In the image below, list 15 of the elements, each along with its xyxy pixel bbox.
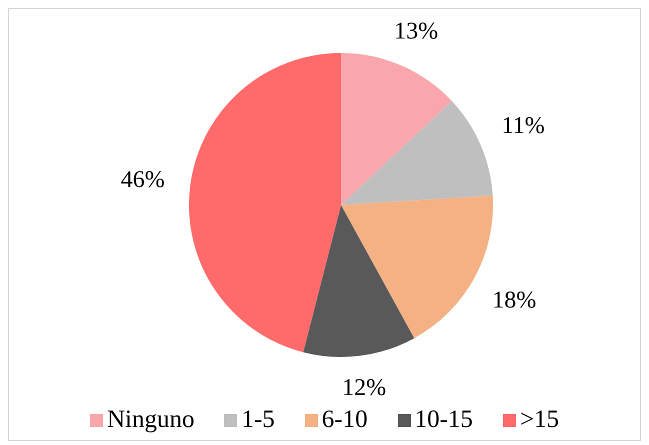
legend-label: 10-15	[414, 406, 473, 434]
pie-slice	[341, 195, 493, 338]
data-label: 13%	[394, 18, 438, 44]
legend-label: 6-10	[322, 406, 368, 434]
pie-slice	[341, 100, 493, 205]
legend-label: Ninguno	[106, 406, 194, 434]
data-label: 46%	[120, 166, 165, 193]
pie-slice	[341, 53, 452, 205]
legend-label: 1-5	[241, 406, 275, 434]
pie-slice	[189, 53, 341, 352]
data-label: 12%	[342, 374, 386, 401]
pie-slice	[303, 205, 414, 357]
data-label: 11%	[502, 113, 545, 140]
legend-label: >15	[520, 406, 560, 434]
data-label: 18%	[492, 287, 536, 314]
